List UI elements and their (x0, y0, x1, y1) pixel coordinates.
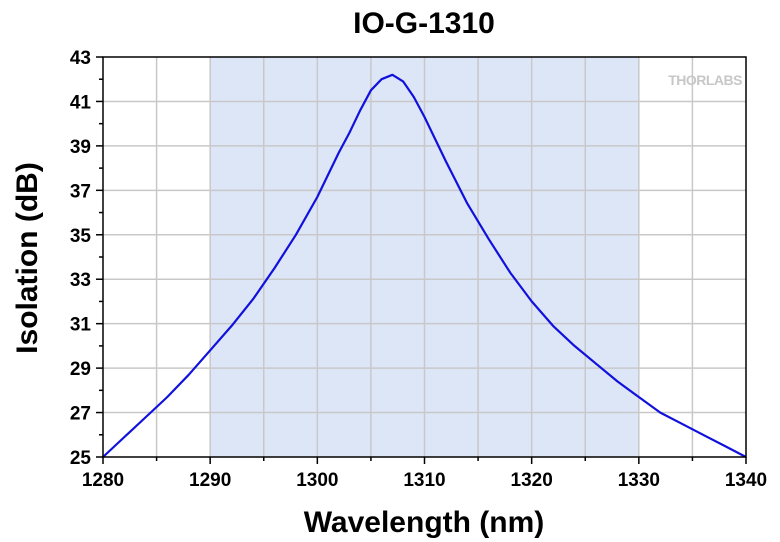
x-tick-label: 1280 (82, 470, 124, 491)
y-tick-label: 33 (70, 270, 91, 291)
series-layer (102, 73, 747, 458)
y-tick-label: 25 (70, 448, 92, 469)
x-tick-label: 1300 (296, 470, 338, 491)
y-tick-label: 35 (70, 226, 92, 247)
y-axis-label: Isolation (dB) (11, 162, 44, 354)
x-tick-label: 1290 (189, 470, 231, 491)
grid-lines (103, 57, 746, 457)
y-tick-label: 43 (70, 48, 91, 69)
x-tick-label: 1340 (725, 470, 767, 491)
x-tick-label: 1330 (618, 470, 660, 491)
y-tick-label: 37 (70, 181, 91, 202)
isolation-series-line (102, 73, 747, 458)
x-tick-label: 1310 (403, 470, 445, 491)
chart-title: IO-G-1310 (353, 7, 495, 40)
axis-ticks: 1280 1290 1300 1310 1320 1330 1340 25 27 29 31 33 35… (70, 48, 767, 491)
y-tick-label: 31 (70, 315, 92, 336)
x-axis-label: Wavelength (nm) (304, 506, 545, 539)
y-tick-label: 41 (70, 92, 92, 113)
y-tick-label: 39 (70, 137, 91, 158)
thorlabs-watermark: THORLABS (668, 72, 742, 88)
y-tick-label: 27 (70, 404, 91, 425)
y-tick-label: 29 (70, 359, 91, 380)
x-tick-label: 1320 (511, 470, 553, 491)
